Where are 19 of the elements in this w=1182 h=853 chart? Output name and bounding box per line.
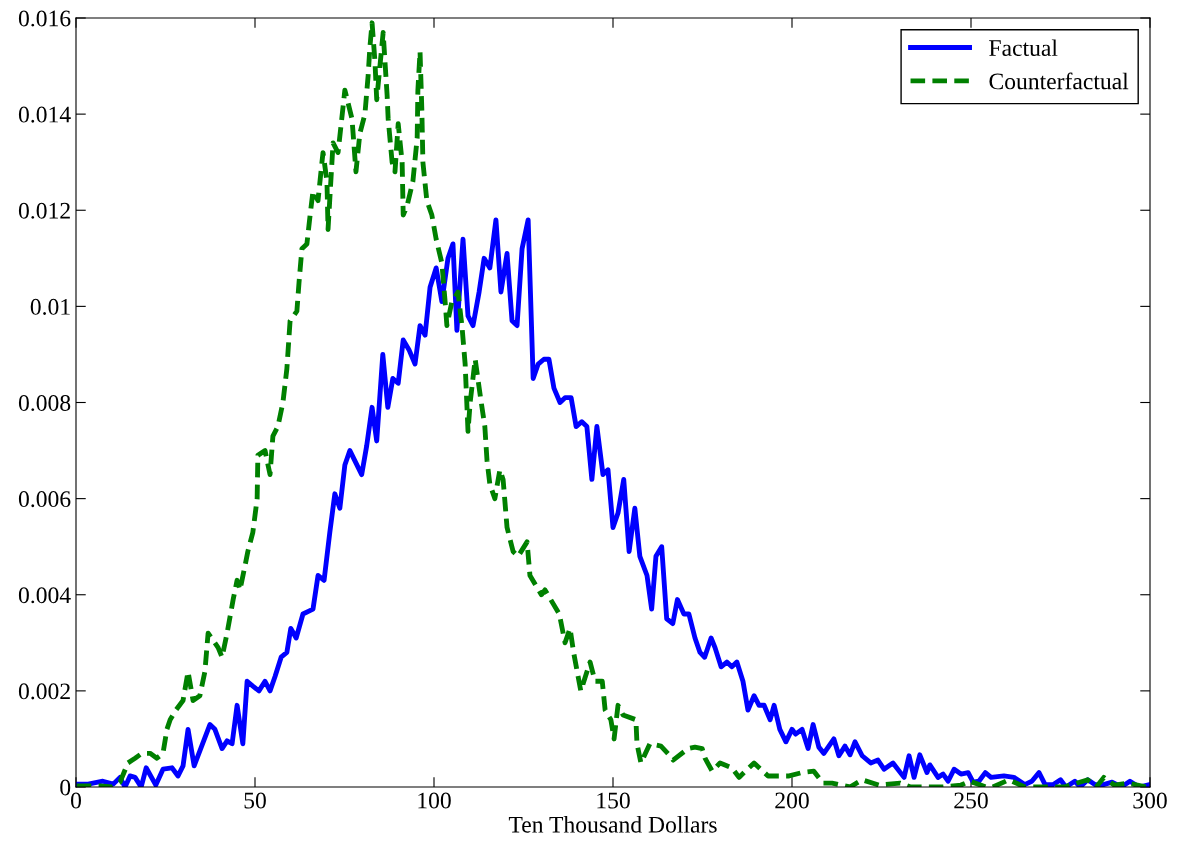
line-series: [76, 20, 1149, 787]
x-tick-label: 150: [597, 792, 630, 809]
y-tick-label: 0.01: [30, 298, 70, 315]
y-tick-label: 0.012: [18, 202, 70, 219]
y-tick-label: 0.008: [18, 394, 71, 412]
legend-label: Counterfactual: [989, 72, 1129, 90]
y-tick-label: 0.016: [18, 10, 71, 27]
x-axis-title: Ten Thousand Dollars: [508, 816, 717, 833]
y-tick-label: 0.014: [18, 106, 71, 123]
y-tick-label: 0.006: [18, 491, 71, 508]
legend-label: Factual: [989, 39, 1058, 57]
y-tick-label: 0.004: [18, 587, 71, 604]
x-tick-label: 300: [1133, 792, 1167, 809]
y-tick-label: 0: [60, 779, 71, 796]
x-tick-label: 50: [244, 792, 266, 809]
x-tick-label: 200: [775, 792, 809, 809]
x-tick-label: 250: [954, 792, 988, 809]
y-tick-label: 0.002: [18, 683, 70, 700]
x-tick-label: 100: [418, 792, 451, 809]
